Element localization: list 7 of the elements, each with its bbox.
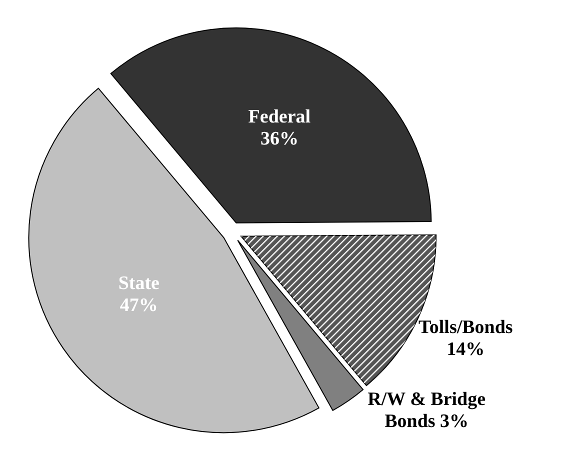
slice-label: State [118,274,160,295]
slice-label: Federal [248,106,311,128]
data-label: 47% [120,296,158,317]
data-label: 36% [260,128,298,150]
data-label: 14% [446,339,485,360]
slice-label: Tolls/Bonds [418,317,513,338]
slice-label: R/W & Bridge Bonds 3% [368,390,486,433]
